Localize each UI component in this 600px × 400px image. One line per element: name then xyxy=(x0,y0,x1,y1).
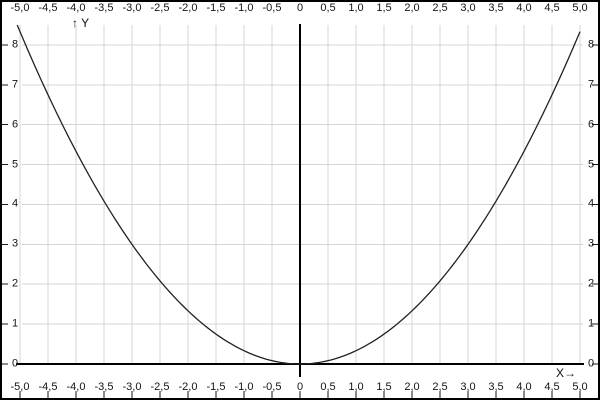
x-tick-label-top: -4,5 xyxy=(38,2,58,14)
x-tick-label-top: -2,0 xyxy=(178,2,198,14)
x-tick-label-bottom: -0,5 xyxy=(262,381,282,393)
x-tick-label-top: 4,5 xyxy=(544,2,560,14)
x-tick-label-top: 1,0 xyxy=(348,2,364,14)
x-tick-label-bottom: 1,5 xyxy=(376,381,392,393)
y-tick-label-left: 5 xyxy=(11,158,19,171)
x-tick-label-bottom: 4,5 xyxy=(544,381,560,393)
y-tick-label-left: 0 xyxy=(11,357,19,370)
x-tick-label-top: 5,0 xyxy=(572,2,588,14)
x-tick-label-top: 2,5 xyxy=(432,2,448,14)
x-tick-label-top: 2,0 xyxy=(404,2,420,14)
x-tick-label-top: -1,5 xyxy=(206,2,226,14)
x-tick-label-bottom: -5,0 xyxy=(10,381,30,393)
y-tick-label-right: 3 xyxy=(587,237,595,250)
x-tick-label-top: -3,0 xyxy=(122,2,142,14)
x-tick-label-top: 3,5 xyxy=(488,2,504,14)
y-tick-label-left: 6 xyxy=(11,118,19,131)
x-tick-label-bottom: 2,0 xyxy=(404,381,420,393)
x-tick-label-bottom: 0,5 xyxy=(320,381,336,393)
x-tick-label-bottom: -1,5 xyxy=(206,381,226,393)
x-tick-label-bottom: -4,0 xyxy=(66,381,86,393)
x-tick-label-bottom: -4,5 xyxy=(38,381,58,393)
y-tick-label-right: 8 xyxy=(587,38,595,51)
x-tick-label-bottom: -2,5 xyxy=(150,381,170,393)
x-tick-label-bottom: 0 xyxy=(296,381,304,393)
y-tick-label-right: 5 xyxy=(587,158,595,171)
x-tick-label-top: 0 xyxy=(296,2,304,14)
x-tick-label-top: 3,0 xyxy=(460,2,476,14)
y-tick-label-left: 3 xyxy=(11,237,19,250)
x-tick-label-bottom: -2,0 xyxy=(178,381,198,393)
x-tick-label-top: -2,5 xyxy=(150,2,170,14)
x-tick-label-bottom: -3,0 xyxy=(122,381,142,393)
y-tick-label-right: 7 xyxy=(587,78,595,91)
x-tick-label-bottom: 3,5 xyxy=(488,381,504,393)
x-tick-label-top: -4,0 xyxy=(66,2,86,14)
y-tick-label-right: 4 xyxy=(587,197,595,210)
y-axis-title: ↑ Y xyxy=(72,16,90,30)
y-tick-label-left: 4 xyxy=(11,197,19,210)
y-tick-label-left: 8 xyxy=(11,38,19,51)
x-tick-label-top: 1,5 xyxy=(376,2,392,14)
x-tick-label-bottom: 5,0 xyxy=(572,381,588,393)
x-tick-label-top: -5,0 xyxy=(10,2,30,14)
x-tick-label-top: 0,5 xyxy=(320,2,336,14)
x-axis-title: X→ xyxy=(555,366,576,380)
x-tick-label-bottom: 2,5 xyxy=(432,381,448,393)
y-tick-label-left: 1 xyxy=(11,317,19,330)
y-tick-label-left: 7 xyxy=(11,78,19,91)
x-tick-label-top: -1,0 xyxy=(234,2,254,14)
x-tick-label-bottom: -1,0 xyxy=(234,381,254,393)
y-tick-label-right: 0 xyxy=(587,357,595,370)
x-tick-label-bottom: 3,0 xyxy=(460,381,476,393)
y-tick-label-left: 2 xyxy=(11,277,19,290)
y-tick-label-right: 2 xyxy=(587,277,595,290)
y-tick-label-right: 1 xyxy=(587,317,595,330)
x-tick-label-bottom: -3,5 xyxy=(94,381,114,393)
parabola-curve xyxy=(16,24,581,365)
x-tick-label-top: 4,0 xyxy=(516,2,532,14)
x-tick-label-top: -0,5 xyxy=(262,2,282,14)
x-tick-label-top: -3,5 xyxy=(94,2,114,14)
x-tick-label-bottom: 4,0 xyxy=(516,381,532,393)
x-tick-label-bottom: 1,0 xyxy=(348,381,364,393)
y-tick-label-right: 6 xyxy=(587,118,595,131)
